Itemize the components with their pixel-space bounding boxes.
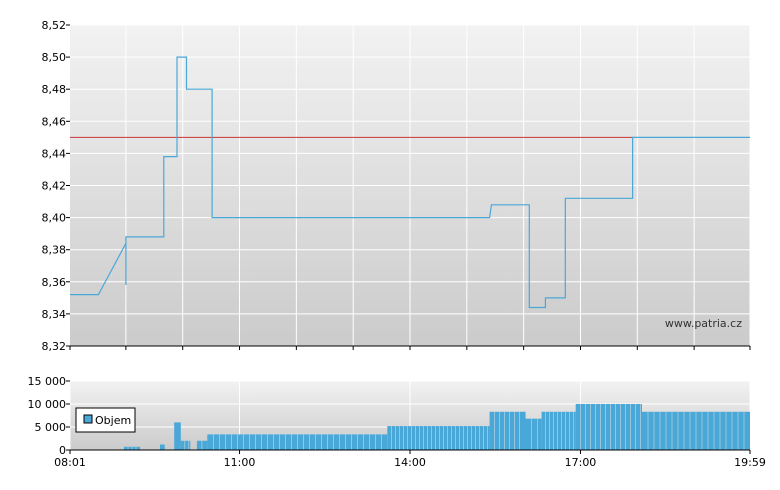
volume-bar: [525, 418, 542, 450]
volume-y-tick-label: 0: [59, 444, 66, 457]
price-y-tick-label: 8,36: [42, 276, 67, 289]
volume-x-tick-label: 11:00: [224, 456, 256, 469]
volume-bar: [160, 444, 165, 450]
price-y-tick-label: 8,46: [42, 115, 67, 128]
volume-bar: [180, 440, 191, 450]
volume-chart-panel: 15 000 10 000 5 000 0 08:01 11:00 14:00 17:00 1…: [28, 375, 766, 469]
volume-x-tick-label: 14:00: [394, 456, 426, 469]
legend-label: Objem: [95, 414, 131, 427]
price-y-tick-label: 8,34: [42, 308, 67, 321]
volume-x-tick-label: 17:00: [565, 456, 597, 469]
volume-bar: [387, 426, 490, 450]
volume-bars: [124, 404, 750, 450]
price-y-tick-label: 8,48: [42, 83, 67, 96]
volume-x-tick-label: 08:01: [54, 456, 86, 469]
price-y-tick-label: 8,50: [42, 51, 67, 64]
watermark-text: www.patria.cz: [665, 317, 742, 330]
legend: Objem: [75, 407, 136, 433]
volume-x-axis: 08:01 11:00 14:00 17:00 19:59: [54, 450, 766, 469]
volume-x-tick-label: 19:59: [734, 456, 766, 469]
volume-y-axis: 15 000 10 000 5 000 0: [28, 375, 70, 457]
volume-bar: [541, 411, 576, 450]
volume-y-tick-label: 10 000: [28, 398, 67, 411]
price-chart-panel: 8,52 8,50 8,48 8,46 8,44 8,42 8,40 8,38 8,36 8,34…: [42, 19, 751, 353]
price-y-tick-label: 8,52: [42, 19, 67, 32]
price-y-axis: 8,52 8,50 8,48 8,46 8,44 8,42 8,40 8,38 8,36 8,34…: [42, 19, 70, 353]
volume-y-tick-label: 5 000: [35, 421, 67, 434]
price-y-tick-label: 8,42: [42, 180, 67, 193]
price-y-tick-label: 8,32: [42, 340, 67, 353]
price-y-tick-label: 8,40: [42, 212, 67, 225]
legend-swatch: [83, 414, 93, 424]
volume-bar: [174, 422, 181, 450]
price-y-tick-label: 8,44: [42, 147, 67, 160]
volume-bar: [489, 411, 526, 450]
price-y-tick-label: 8,38: [42, 244, 67, 257]
price-x-ticks: [69, 346, 751, 350]
volume-y-tick-label: 15 000: [28, 375, 67, 388]
price-series-line: [70, 56, 750, 309]
